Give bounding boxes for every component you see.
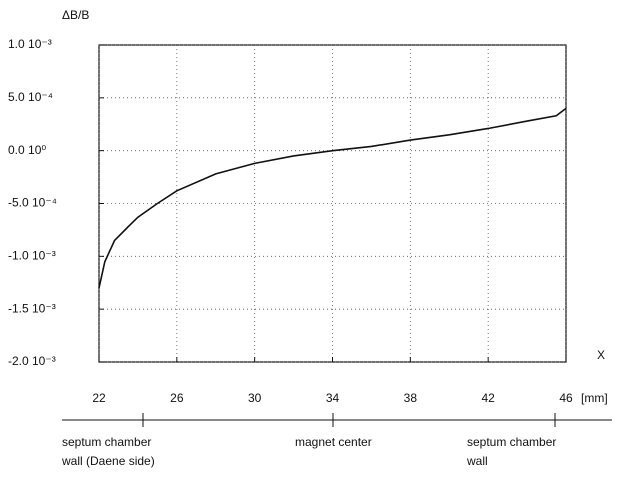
y-tick-label: -5.0 10⁻⁴ [8,196,57,210]
x-axis-label: X [597,348,605,362]
annotation: septum chamber [467,435,556,449]
y-tick-label: -2.0 10⁻³ [8,354,56,368]
x-tick-label: 30 [248,391,262,405]
x-tick-label: 22 [92,391,106,405]
y-tick-label: 5.0 10⁻⁴ [8,90,53,104]
y-tick-label: -1.0 10⁻³ [8,249,56,263]
y-tick-label: 1.0 10⁻³ [8,37,52,51]
annotation: septum chamber [62,435,151,449]
y-axis-label: ΔB/B [62,8,89,22]
x-unit: [mm] [581,391,608,405]
x-tick-label: 26 [170,391,184,405]
line [98,107,567,289]
y-tick-label: 0.0 10⁰ [8,143,46,157]
x-tick-label: 46 [559,391,573,405]
annotation: wall [466,454,488,468]
y-tick-label: -1.5 10⁻³ [8,301,56,315]
x-tick-label: 38 [404,391,418,405]
annotation: wall (Daene side) [61,454,155,468]
annotation: magnet center [295,435,372,449]
x-tick-label: 42 [481,391,495,405]
x-tick-label: 34 [326,391,340,405]
